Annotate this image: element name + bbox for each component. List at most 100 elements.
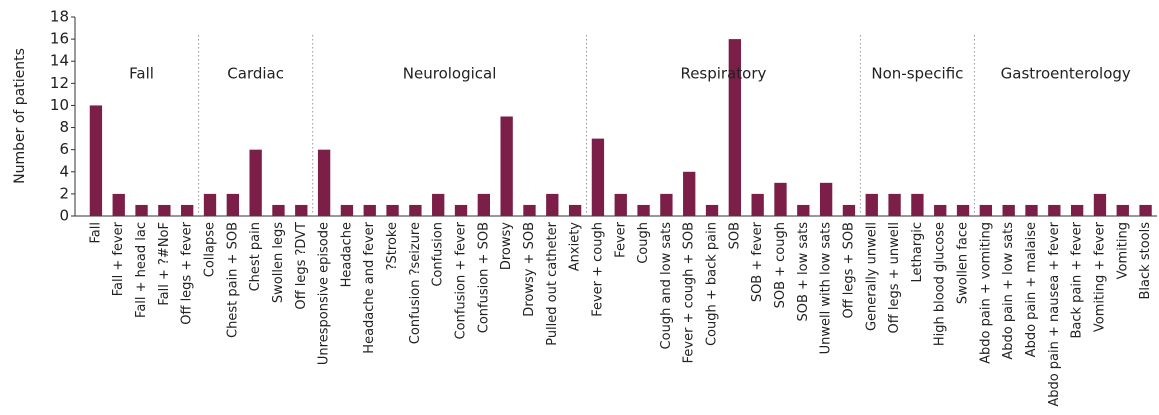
- group-label: Cardiac: [227, 65, 284, 83]
- x-tick-label: Fever + cough + SOB: [682, 222, 697, 363]
- group-label: Neurological: [403, 65, 497, 83]
- bar: [956, 204, 970, 216]
- x-tick-label: SOB + fever: [750, 221, 765, 302]
- group-label: Fall: [129, 65, 154, 83]
- x-tick-label: Collapse: [203, 222, 218, 277]
- bar: [979, 204, 993, 216]
- x-tick-label: Fall + fever: [111, 221, 126, 296]
- bar: [911, 193, 924, 216]
- bar: [477, 193, 490, 216]
- bar: [112, 193, 125, 216]
- x-tick-label: SOB + cough: [773, 222, 788, 308]
- bar: [135, 204, 148, 216]
- x-tick-label: SOB: [727, 222, 742, 249]
- x-tick-label: Fall + head lac: [134, 222, 149, 318]
- x-tick-label: Abdo pain + low sats: [1001, 222, 1016, 360]
- bar: [1025, 204, 1038, 216]
- y-axis-label: Number of patients: [12, 48, 28, 184]
- bar: [568, 204, 582, 216]
- group-label: Non-specific: [871, 65, 963, 83]
- y-tick-label: 12: [50, 74, 69, 92]
- x-tick-label: Anxiety: [568, 222, 583, 272]
- bar: [454, 204, 468, 216]
- bar: [203, 193, 217, 216]
- bar: [1093, 193, 1107, 216]
- x-tick-label: Drowsy: [499, 222, 514, 270]
- x-tick-label: Fever + cough: [590, 222, 605, 317]
- y-tick-label: 10: [50, 96, 69, 114]
- x-tick-label: Lethargic: [910, 222, 925, 282]
- x-tick-label: Swollen face: [956, 222, 971, 304]
- x-tick-label: Cough and low sats: [659, 222, 674, 350]
- x-tick-label: Chest pain: [248, 222, 263, 291]
- bar: [158, 204, 171, 216]
- bar: [340, 204, 354, 216]
- x-tick-label: Cough + back pain: [705, 222, 720, 346]
- x-tick-label: Confusion ?seizure: [408, 222, 423, 344]
- bar: [934, 204, 947, 216]
- bar: [500, 116, 513, 216]
- bar: [432, 193, 445, 216]
- bar: [317, 149, 331, 216]
- bar: [842, 204, 856, 216]
- x-tick-label: Off legs ?DVT: [294, 222, 309, 310]
- bar: [523, 204, 536, 216]
- y-tick-label: 18: [50, 8, 69, 26]
- bar: [386, 204, 399, 216]
- x-tick-label: Generally unwell: [864, 222, 879, 331]
- bar: [660, 193, 673, 216]
- x-tick-label: Abdo pain + malaise: [1024, 222, 1039, 357]
- x-tick-label: Cough: [636, 222, 651, 264]
- bar: [705, 204, 719, 216]
- x-tick-label: Abdo pain + nausea + fever: [1047, 221, 1062, 406]
- x-tick-label: Pulled out catheter: [545, 221, 560, 345]
- x-tick-label: Headache: [339, 222, 354, 287]
- bar: [226, 193, 239, 216]
- x-tick-label: SOB + low sats: [796, 222, 811, 322]
- bar: [614, 193, 627, 216]
- x-tick-label: Unresponsive episode: [317, 222, 332, 365]
- y-tick-label: 6: [59, 140, 69, 158]
- bar: [89, 105, 103, 216]
- x-tick-label: Headache and fever: [362, 221, 377, 353]
- group-label: Respiratory: [680, 65, 766, 83]
- bar: [272, 204, 285, 216]
- bar: [888, 193, 901, 216]
- x-tick-label: Chest pain + SOB: [225, 222, 240, 338]
- bar: [1048, 204, 1061, 216]
- y-tick-label: 2: [59, 184, 69, 202]
- x-tick-label: Confusion + fever: [454, 221, 469, 339]
- x-tick-label: Fall: [88, 222, 103, 243]
- x-tick-label: Drowsy + SOB: [522, 222, 537, 317]
- x-tick-label: ?Stroke: [385, 222, 400, 270]
- bar: [728, 39, 742, 216]
- bar: [546, 193, 559, 216]
- x-tick-label: High blood glucose: [933, 222, 948, 346]
- bar: [1139, 204, 1152, 216]
- x-tick-label: Vomiting: [1115, 222, 1130, 279]
- x-tick-label: Fever: [613, 221, 628, 257]
- bar: [751, 193, 764, 216]
- x-tick-label: Fall + ?#NoF: [157, 222, 172, 306]
- y-tick-label: 4: [59, 162, 69, 180]
- bar: [1070, 204, 1084, 216]
- bar: [409, 204, 422, 216]
- x-tick-label: Off legs + unwell: [887, 222, 902, 333]
- x-tick-label: Vomiting + fever: [1092, 221, 1107, 332]
- x-tick-label: Back pain + fever: [1070, 221, 1085, 338]
- bar: [1002, 204, 1015, 216]
- x-tick-label: Off legs + SOB: [841, 222, 856, 319]
- bar: [295, 204, 308, 216]
- x-tick-label: Swollen legs: [271, 222, 286, 303]
- x-tick-label: Black stools: [1138, 222, 1153, 300]
- bar: [181, 204, 194, 216]
- bar: [363, 204, 376, 216]
- bar: [249, 149, 262, 216]
- y-tick-label: 14: [50, 52, 69, 70]
- bar: [637, 204, 650, 216]
- group-label: Gastroenterology: [1001, 65, 1131, 83]
- bar: [797, 204, 810, 216]
- bar: [865, 193, 878, 216]
- bar: [819, 182, 833, 216]
